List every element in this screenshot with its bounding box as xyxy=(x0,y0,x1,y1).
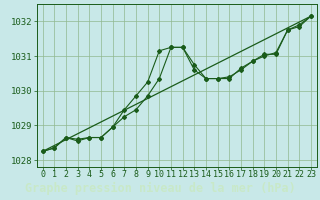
Text: Graphe pression niveau de la mer (hPa): Graphe pression niveau de la mer (hPa) xyxy=(25,182,295,195)
